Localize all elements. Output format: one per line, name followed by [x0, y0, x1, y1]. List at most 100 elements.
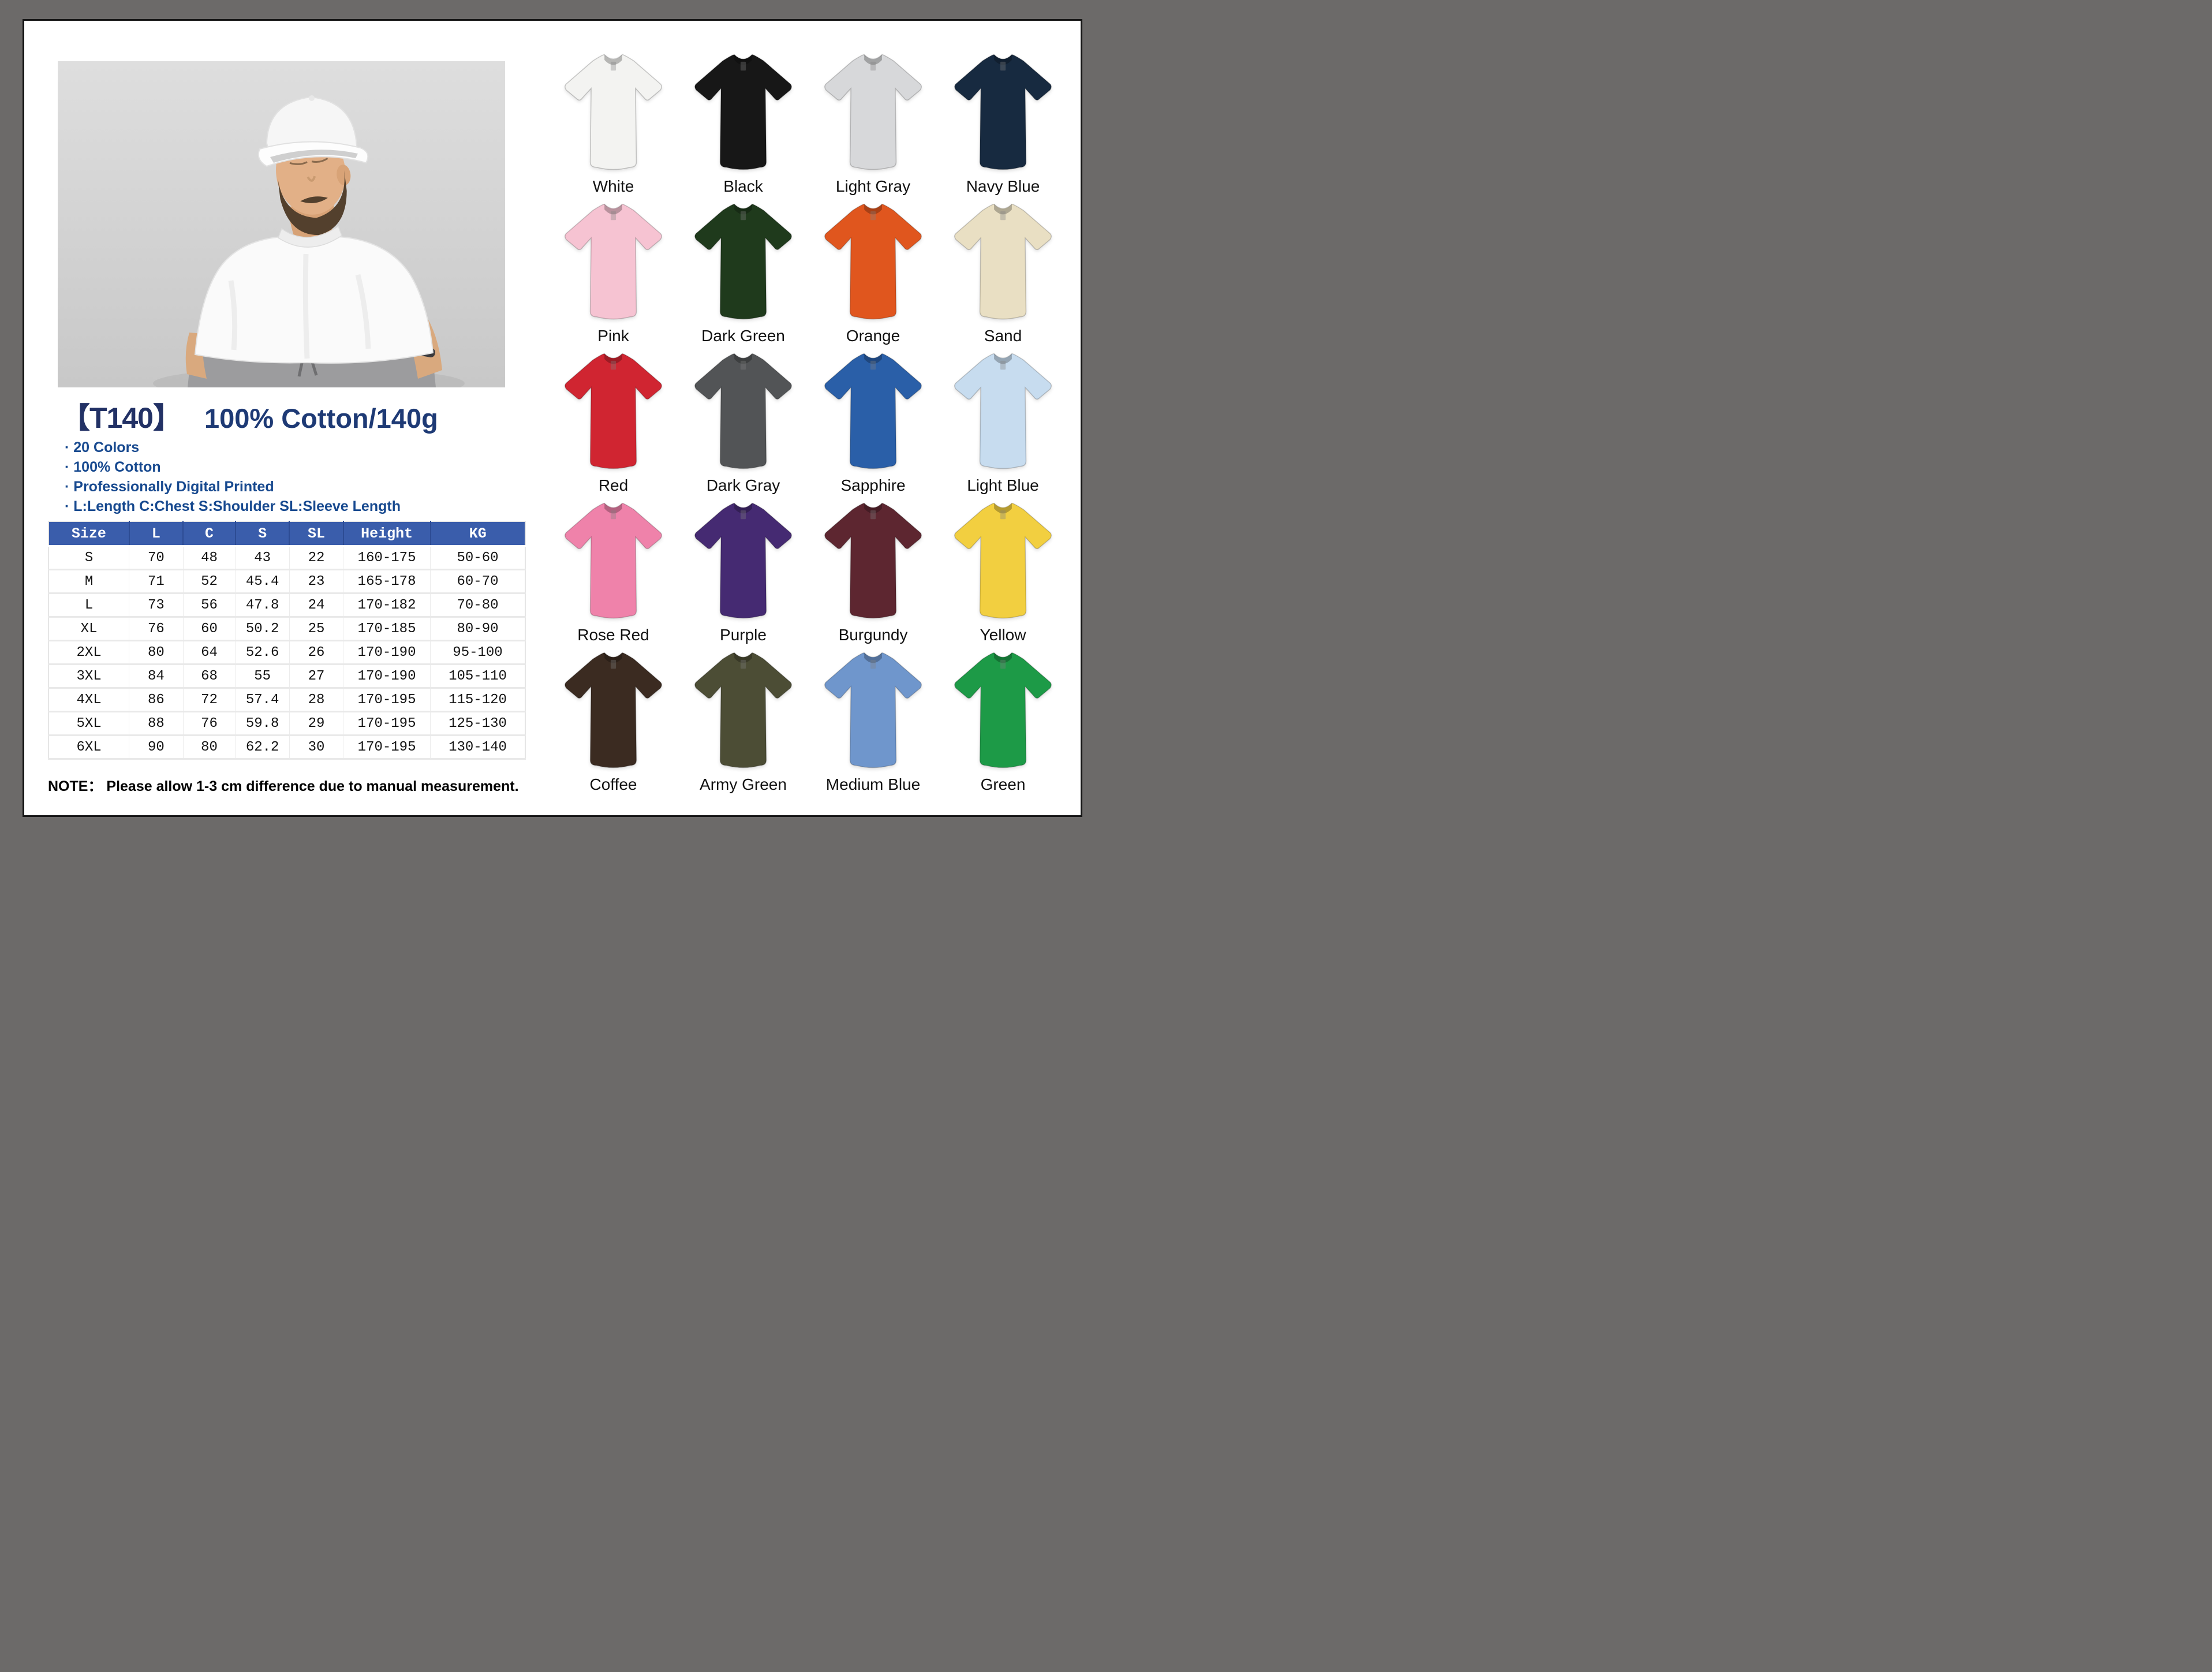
- table-cell: 95-100: [430, 640, 526, 665]
- feature-item: 100% Cotton: [65, 457, 401, 477]
- color-swatch-green: Green: [938, 644, 1068, 794]
- table-cell: 2XL: [48, 640, 130, 665]
- table-cell: 170-190: [343, 664, 431, 689]
- feature-list: 20 Colors100% CottonProfessionally Digit…: [65, 438, 401, 516]
- table-cell: 5XL: [48, 711, 130, 736]
- color-swatch-dark-green: Dark Green: [678, 196, 808, 345]
- size-table-header-cell: L: [128, 521, 184, 547]
- table-cell: 80: [182, 735, 236, 760]
- table-cell: 52.6: [235, 640, 290, 665]
- size-table-header-cell: Height: [342, 521, 431, 547]
- table-cell: 22: [289, 546, 344, 570]
- color-label: Purple: [720, 626, 767, 644]
- table-cell: 73: [129, 593, 184, 618]
- model-tshirt: [194, 232, 434, 364]
- table-cell: 80: [129, 640, 184, 665]
- table-cell: 62.2: [235, 735, 290, 760]
- tshirt-icon: [694, 652, 792, 768]
- table-cell: 30: [289, 735, 344, 760]
- color-swatch-black: Black: [678, 46, 808, 196]
- color-label: Sapphire: [840, 476, 906, 494]
- tshirt-icon: [824, 203, 922, 320]
- color-swatch-coffee: Coffee: [548, 644, 678, 794]
- table-cell: 70: [129, 546, 184, 570]
- tshirt-icon: [694, 502, 792, 619]
- model-beard: [278, 170, 347, 236]
- color-swatch-navy-blue: Navy Blue: [938, 46, 1068, 196]
- table-cell: 57.4: [235, 688, 290, 712]
- color-swatch-red: Red: [548, 345, 678, 495]
- tshirt-icon: [565, 203, 662, 320]
- table-cell: 68: [182, 664, 236, 689]
- table-cell: 6XL: [48, 735, 130, 760]
- color-swatch-pink: Pink: [548, 196, 678, 345]
- table-cell: 27: [289, 664, 344, 689]
- table-cell: 59.8: [235, 711, 290, 736]
- color-swatch-dark-gray: Dark Gray: [678, 345, 808, 495]
- table-cell: 105-110: [430, 664, 526, 689]
- color-swatch-rose-red: Rose Red: [548, 495, 678, 644]
- color-label: White: [592, 177, 634, 195]
- table-row: 2XL 80 64 52.6 26 170-190 95-100: [48, 640, 526, 665]
- table-row: L 73 56 47.8 24 170-182 70-80: [48, 593, 526, 618]
- feature-item: 20 Colors: [65, 438, 401, 457]
- product-code: 【T140】: [61, 402, 182, 434]
- table-cell: 72: [182, 688, 236, 712]
- table-cell: XL: [48, 617, 130, 641]
- tshirt-icon: [954, 54, 1052, 170]
- table-cell: 64: [182, 640, 236, 665]
- table-cell: 170-182: [343, 593, 431, 618]
- model-photo-illustration: [58, 61, 505, 387]
- table-cell: M: [48, 569, 130, 594]
- tshirt-icon: [565, 502, 662, 619]
- table-cell: 26: [289, 640, 344, 665]
- tshirt-icon: [565, 353, 662, 469]
- table-cell: 55: [235, 664, 290, 689]
- table-cell: 71: [129, 569, 184, 594]
- color-label: Light Blue: [967, 476, 1039, 494]
- color-label: Coffee: [589, 775, 637, 793]
- size-table-header-row: Size L C S SL Height KG: [48, 521, 525, 547]
- color-swatch-army-green: Army Green: [678, 644, 808, 794]
- table-cell: 43: [235, 546, 290, 570]
- color-label: Light Gray: [835, 177, 911, 195]
- table-row: 3XL 84 68 55 27 170-190 105-110: [48, 664, 526, 689]
- table-cell: 80-90: [430, 617, 526, 641]
- table-cell: 170-195: [343, 688, 431, 712]
- color-label: Rose Red: [577, 626, 649, 644]
- table-cell: 70-80: [430, 593, 526, 618]
- tshirt-icon: [954, 502, 1052, 619]
- table-cell: 3XL: [48, 664, 130, 689]
- tshirt-icon: [954, 353, 1052, 469]
- color-label: Dark Green: [701, 327, 785, 345]
- color-swatch-sapphire: Sapphire: [808, 345, 938, 495]
- color-label: Army Green: [700, 775, 787, 793]
- color-swatch-light-gray: Light Gray: [808, 46, 938, 196]
- table-row: M 71 52 45.4 23 165-178 60-70: [48, 569, 526, 594]
- table-cell: 170-195: [343, 735, 431, 760]
- color-swatch-light-blue: Light Blue: [938, 345, 1068, 495]
- color-label: Orange: [846, 327, 901, 345]
- table-cell: 29: [289, 711, 344, 736]
- size-table-header-cell: Size: [48, 521, 129, 547]
- size-table-header-cell: C: [182, 521, 236, 547]
- size-table-header-cell: S: [234, 521, 290, 547]
- color-label: Sand: [984, 327, 1022, 345]
- table-row: 6XL 90 80 62.2 30 170-195 130-140: [48, 735, 526, 760]
- model-photo: [58, 61, 505, 387]
- table-cell: 50.2: [235, 617, 290, 641]
- table-cell: 130-140: [430, 735, 526, 760]
- table-cell: 48: [182, 546, 236, 570]
- measurement-note: NOTE： Please allow 1-3 cm difference due…: [48, 778, 519, 794]
- tshirt-icon: [565, 54, 662, 170]
- color-swatch-medium-blue: Medium Blue: [808, 644, 938, 794]
- table-cell: 50-60: [430, 546, 526, 570]
- table-cell: 23: [289, 569, 344, 594]
- tshirt-icon: [694, 54, 792, 170]
- tshirt-icon: [954, 652, 1052, 768]
- color-label: Red: [598, 476, 629, 494]
- color-swatch-white: White: [548, 46, 678, 196]
- table-row: XL 76 60 50.2 25 170-185 80-90: [48, 617, 526, 641]
- tshirt-icon: [824, 353, 922, 469]
- table-cell: 47.8: [235, 593, 290, 618]
